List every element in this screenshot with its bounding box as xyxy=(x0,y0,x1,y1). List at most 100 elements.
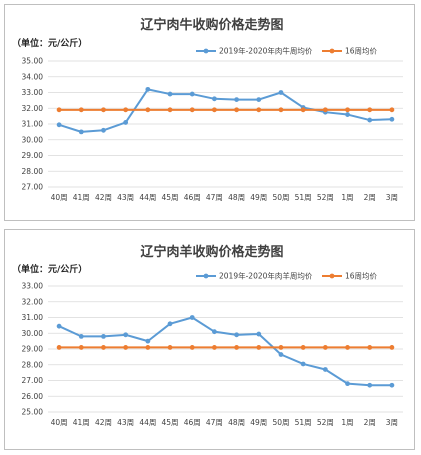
y-tick-label-mutton-6: 27.00 xyxy=(22,376,44,385)
gridlines-beef xyxy=(48,60,403,188)
x-axis-ticks-beef: 40周 41周 42周 43周 44周 45周 46周 47周 48周 49周 50周 51周 52周 1… xyxy=(51,193,398,202)
x-tick-label-beef-14: 2周 xyxy=(364,193,376,202)
data-point-mutton-1-12 xyxy=(322,345,328,350)
x-tick-label-beef-4: 44周 xyxy=(139,193,156,202)
data-point-mutton-0-4 xyxy=(145,338,151,344)
legend-marker-mutton-0 xyxy=(203,273,209,279)
chart-title-mutton: 辽宁肉羊收购价格走势图 xyxy=(140,244,283,260)
data-point-beef-1-13 xyxy=(345,107,350,113)
x-tick-label-beef-2: 42周 xyxy=(95,193,112,202)
data-point-mutton-0-0 xyxy=(56,323,62,329)
y-tick-label-beef-1: 34.00 xyxy=(22,72,44,81)
y-tick-label-mutton-5: 28.00 xyxy=(22,360,44,369)
x-tick-label-beef-1: 41周 xyxy=(73,193,90,202)
x-tick-label-beef-5: 45周 xyxy=(162,193,179,202)
y-tick-label-beef-2: 33.00 xyxy=(22,88,44,97)
data-point-mutton-1-7 xyxy=(212,345,217,350)
data-point-beef-1-2 xyxy=(101,107,106,113)
series-line-beef-0 xyxy=(58,88,392,133)
chart-panel-beef: 辽宁肉牛收购价格走势图 （单位：元/公斤） 2019年-2020年肉牛周均价 16… xyxy=(4,4,415,221)
data-point-mutton-1-1 xyxy=(78,345,84,350)
data-point-mutton-0-5 xyxy=(167,321,173,327)
data-point-beef-1-14 xyxy=(367,107,373,113)
x-tick-label-beef-10: 50周 xyxy=(272,193,289,202)
legend-mutton: 2019年-2020年肉羊周均价 16周均价 xyxy=(196,271,378,281)
data-point-beef-0-9 xyxy=(256,97,262,102)
data-point-mutton-0-9 xyxy=(256,331,262,337)
x-tick-label-beef-7: 47周 xyxy=(206,193,223,202)
series-line-mutton-0 xyxy=(58,316,392,387)
data-point-mutton-1-10 xyxy=(278,345,284,350)
x-tick-label-beef-12: 52周 xyxy=(317,193,334,202)
legend-marker-beef-0 xyxy=(203,48,209,54)
x-tick-label-beef-0: 40周 xyxy=(51,193,68,202)
x-tick-label-mutton-1: 41周 xyxy=(73,418,90,427)
x-tick-label-mutton-2: 42周 xyxy=(95,418,112,427)
data-point-beef-0-2 xyxy=(101,127,106,133)
y-axis-ticks-mutton: 33.00 32.00 31.00 30.00 29.00 28.00 27.00 26.00… xyxy=(22,282,44,417)
data-point-mutton-1-5 xyxy=(167,345,173,350)
data-point-mutton-1-3 xyxy=(123,345,129,350)
data-point-mutton-0-6 xyxy=(189,315,195,320)
y-tick-label-mutton-0: 33.00 xyxy=(22,282,44,291)
x-tick-label-mutton-0: 40周 xyxy=(51,418,68,427)
data-point-beef-1-9 xyxy=(256,107,262,113)
data-point-mutton-1-6 xyxy=(189,345,195,350)
data-point-mutton-0-7 xyxy=(212,329,217,335)
data-point-beef-1-3 xyxy=(123,107,129,113)
data-point-mutton-0-10 xyxy=(278,352,284,357)
chart-title-beef: 辽宁肉牛收购价格走势图 xyxy=(140,17,283,33)
data-point-beef-1-6 xyxy=(189,107,195,113)
data-point-mutton-0-3 xyxy=(123,332,129,338)
x-tick-label-mutton-5: 45周 xyxy=(162,418,179,427)
x-tick-label-mutton-8: 48周 xyxy=(228,418,245,427)
x-tick-label-beef-3: 43周 xyxy=(117,193,134,202)
data-point-beef-1-15 xyxy=(389,107,395,113)
data-point-mutton-0-8 xyxy=(234,332,239,338)
x-tick-label-beef-11: 51周 xyxy=(295,193,312,202)
data-point-beef-0-13 xyxy=(345,112,350,117)
chart-panel-mutton: 辽宁肉羊收购价格走势图 （单位：元/公斤） 2019年-2020年肉羊周均价 16… xyxy=(4,229,415,450)
data-point-mutton-0-14 xyxy=(367,382,373,388)
y-tick-label-mutton-1: 32.00 xyxy=(22,297,44,306)
data-point-beef-0-5 xyxy=(167,91,173,97)
y-tick-label-beef-6: 29.00 xyxy=(22,151,44,160)
data-point-mutton-0-12 xyxy=(322,367,328,372)
legend-label-mutton-1: 16周均价 xyxy=(345,271,378,281)
data-point-mutton-0-1 xyxy=(78,334,84,339)
y-axis-ticks-beef: 35.00 34.00 33.00 32.00 31.00 30.00 29.00 28.00… xyxy=(22,57,44,192)
y-tick-label-beef-4: 31.00 xyxy=(22,120,44,129)
x-tick-label-mutton-6: 46周 xyxy=(184,418,201,427)
data-point-mutton-0-15 xyxy=(389,382,395,388)
legend-label-beef-0: 2019年-2020年肉牛周均价 xyxy=(219,46,313,56)
data-point-mutton-1-4 xyxy=(145,345,151,350)
y-tick-label-mutton-8: 25.00 xyxy=(22,408,44,417)
x-tick-label-mutton-13: 1周 xyxy=(341,418,353,427)
chart-frame-beef xyxy=(4,4,415,221)
data-point-mutton-0-11 xyxy=(300,361,306,367)
y-tick-label-beef-0: 35.00 xyxy=(22,57,44,66)
series-beef xyxy=(56,86,395,135)
unit-label-mutton: （单位：元/公斤） xyxy=(12,263,87,275)
x-tick-label-mutton-11: 51周 xyxy=(295,418,312,427)
data-point-beef-1-8 xyxy=(234,107,239,113)
data-point-mutton-1-2 xyxy=(101,345,106,350)
x-tick-label-mutton-7: 47周 xyxy=(206,418,223,427)
legend-beef: 2019年-2020年肉牛周均价 16周均价 xyxy=(196,46,378,56)
x-tick-label-beef-8: 48周 xyxy=(228,193,245,202)
x-tick-label-beef-9: 49周 xyxy=(250,193,267,202)
x-tick-label-beef-6: 46周 xyxy=(184,193,201,202)
y-tick-label-mutton-2: 31.00 xyxy=(22,313,44,322)
data-point-beef-1-7 xyxy=(212,107,217,113)
x-tick-label-mutton-10: 50周 xyxy=(272,418,289,427)
data-point-mutton-1-0 xyxy=(56,345,62,350)
x-tick-label-beef-15: 3周 xyxy=(386,193,398,202)
y-tick-label-mutton-3: 30.00 xyxy=(22,329,44,338)
unit-label-beef: （单位：元/公斤） xyxy=(12,37,87,49)
x-tick-label-mutton-4: 44周 xyxy=(139,418,156,427)
data-point-beef-0-0 xyxy=(56,122,62,128)
x-axis-ticks-mutton: 40周 41周 42周 43周 44周 45周 46周 47周 48周 49周 50周 51周 52周 1… xyxy=(51,418,398,427)
legend-label-mutton-0: 2019年-2020年肉羊周均价 xyxy=(219,271,313,281)
data-point-beef-0-8 xyxy=(234,97,239,102)
